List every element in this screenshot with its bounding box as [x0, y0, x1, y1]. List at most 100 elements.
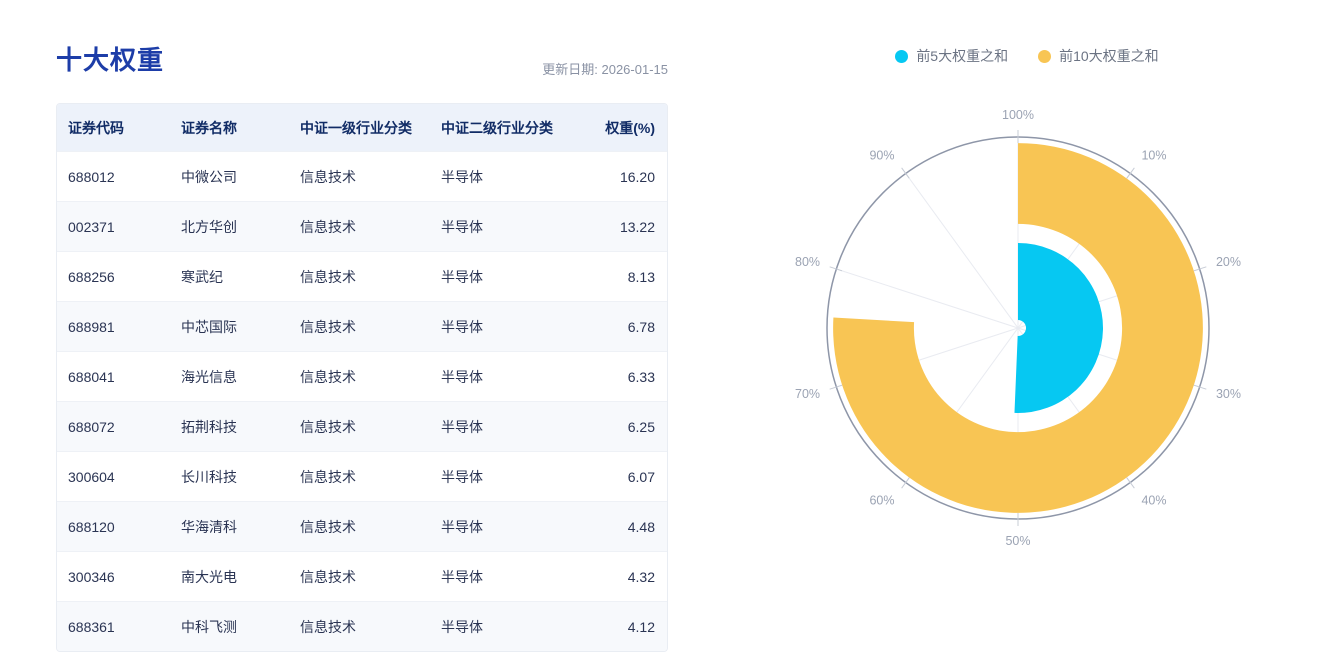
series-sector-前5大权重之和[interactable] [1014, 243, 1103, 413]
series-sector-前10大权重之和[interactable] [833, 143, 1203, 513]
table-row: 300604 长川科技 信息技术 半导体 6.07 [57, 451, 667, 501]
update-date: 更新日期: 2026-01-15 [542, 62, 668, 77]
cell-industry1: 信息技术 [300, 568, 356, 585]
cell-industry1: 信息技术 [300, 168, 356, 185]
cell-industry1: 信息技术 [300, 218, 356, 235]
cell-name: 海光信息 [181, 368, 237, 385]
cell-name: 南大光电 [181, 568, 237, 585]
cell-weight: 4.48 [627, 518, 655, 535]
table-row: 300346 南大光电 信息技术 半导体 4.32 [57, 551, 667, 601]
table-row: 688041 海光信息 信息技术 半导体 6.33 [57, 351, 667, 401]
cell-code: 688120 [68, 518, 115, 535]
chart-area: 100% 10% 20% 30% 40% 50% 60% 70% 80% 90% [727, 95, 1327, 565]
cell-code: 688041 [68, 368, 115, 385]
table-row: 688361 中科飞测 信息技术 半导体 4.12 [57, 601, 667, 651]
legend-item-top10[interactable]: 前10大权重之和 [1038, 46, 1159, 66]
cell-industry1: 信息技术 [300, 518, 356, 535]
polar-grid-line [905, 173, 1019, 329]
cell-industry2: 半导体 [441, 518, 483, 535]
table-row: 688120 华海清科 信息技术 半导体 4.48 [57, 501, 667, 551]
cell-industry2: 半导体 [441, 268, 483, 285]
axis-tick-mark [1126, 167, 1135, 179]
cell-code: 688072 [68, 418, 115, 435]
cell-code: 300346 [68, 568, 115, 585]
cell-weight: 13.22 [619, 218, 655, 235]
cell-industry2: 半导体 [441, 218, 483, 235]
axis-tick-mark [901, 167, 910, 179]
cell-code: 688256 [68, 268, 115, 285]
weights-table: 证券代码 证券名称 中证一级行业分类 中证二级行业分类 权重(%) 688012… [56, 103, 668, 652]
angle-tick-label: 60% [869, 493, 894, 507]
polar-grid-line [836, 268, 1019, 329]
cell-name: 北方华创 [181, 218, 237, 235]
angle-tick-label: 80% [795, 255, 820, 269]
cell-industry1: 信息技术 [300, 268, 356, 285]
cell-code: 300604 [68, 468, 115, 485]
cell-industry2: 半导体 [441, 418, 483, 435]
cell-industry1: 信息技术 [300, 618, 356, 635]
col-header-code: 证券代码 [68, 119, 124, 136]
angle-tick-label: 70% [795, 387, 820, 401]
angle-tick-label: 90% [869, 149, 894, 163]
col-header-industry2: 中证二级行业分类 [441, 119, 553, 136]
cell-weight: 6.07 [627, 468, 655, 485]
cell-industry2: 半导体 [441, 168, 483, 185]
cell-industry1: 信息技术 [300, 368, 356, 385]
cell-name: 长川科技 [181, 468, 237, 485]
polar-chart: 100% 10% 20% 30% 40% 50% 60% 70% 80% 90% [795, 108, 1241, 548]
cell-name: 中微公司 [181, 168, 237, 185]
axis-tick-mark [1193, 266, 1207, 272]
legend-label-top5: 前5大权重之和 [916, 48, 1009, 64]
col-header-name: 证券名称 [181, 119, 237, 136]
cell-name: 中科飞测 [181, 618, 237, 635]
cell-weight: 4.32 [627, 568, 655, 585]
cell-code: 002371 [68, 218, 115, 235]
col-header-industry1: 中证一级行业分类 [300, 119, 412, 136]
cell-code: 688981 [68, 318, 115, 335]
page-title: 十大权重 [56, 45, 165, 75]
cell-industry1: 信息技术 [300, 468, 356, 485]
axis-tick-mark [829, 266, 843, 272]
table-body: 688012 中微公司 信息技术 半导体 16.20 002371 北方华创 信息技术 半导体 1… [57, 151, 667, 651]
cell-industry1: 信息技术 [300, 418, 356, 435]
legend-dot-top5-icon [895, 49, 909, 63]
axis-tick-mark [829, 384, 843, 390]
legend-label-top10: 前10大权重之和 [1059, 48, 1159, 64]
table-row: 002371 北方华创 信息技术 半导体 13.22 [57, 201, 667, 251]
chart-legend: 前5大权重之和 前10大权重之和 [727, 46, 1327, 66]
legend-dot-top10-icon [1038, 49, 1052, 63]
axis-tick-mark [901, 477, 910, 489]
angle-tick-label: 20% [1216, 255, 1241, 269]
angle-tick-label: 10% [1141, 149, 1166, 163]
cell-name: 寒武纪 [181, 268, 223, 285]
cell-name: 华海清科 [181, 518, 237, 535]
cell-industry2: 半导体 [441, 568, 483, 585]
angle-tick-label: 40% [1141, 493, 1166, 507]
cell-name: 拓荆科技 [181, 418, 237, 435]
angle-tick-label: 30% [1216, 387, 1241, 401]
cell-name: 中芯国际 [181, 318, 237, 335]
cell-code: 688361 [68, 618, 115, 635]
axis-tick-mark [1193, 384, 1207, 390]
table-row: 688012 中微公司 信息技术 半导体 16.20 [57, 151, 667, 201]
table-row: 688256 寒武纪 信息技术 半导体 8.13 [57, 251, 667, 301]
cell-weight: 6.78 [627, 318, 655, 335]
cell-weight: 16.20 [619, 168, 655, 185]
table-row: 688981 中芯国际 信息技术 半导体 6.78 [57, 301, 667, 351]
table-row: 688072 拓荆科技 信息技术 半导体 6.25 [57, 401, 667, 451]
axis-tick-mark [1126, 477, 1135, 489]
cell-weight: 6.25 [627, 418, 655, 435]
legend-item-top5[interactable]: 前5大权重之和 [895, 46, 1008, 66]
cell-industry1: 信息技术 [300, 318, 356, 335]
cell-weight: 4.12 [627, 618, 655, 635]
cell-weight: 8.13 [627, 268, 655, 285]
cell-code: 688012 [68, 168, 115, 185]
col-header-weight: 权重(%) [605, 119, 655, 136]
angle-tick-label: 100% [1002, 108, 1034, 122]
cell-industry2: 半导体 [441, 468, 483, 485]
cell-weight: 6.33 [627, 368, 655, 385]
cell-industry2: 半导体 [441, 618, 483, 635]
angle-tick-label: 50% [1005, 534, 1030, 548]
cell-industry2: 半导体 [441, 318, 483, 335]
